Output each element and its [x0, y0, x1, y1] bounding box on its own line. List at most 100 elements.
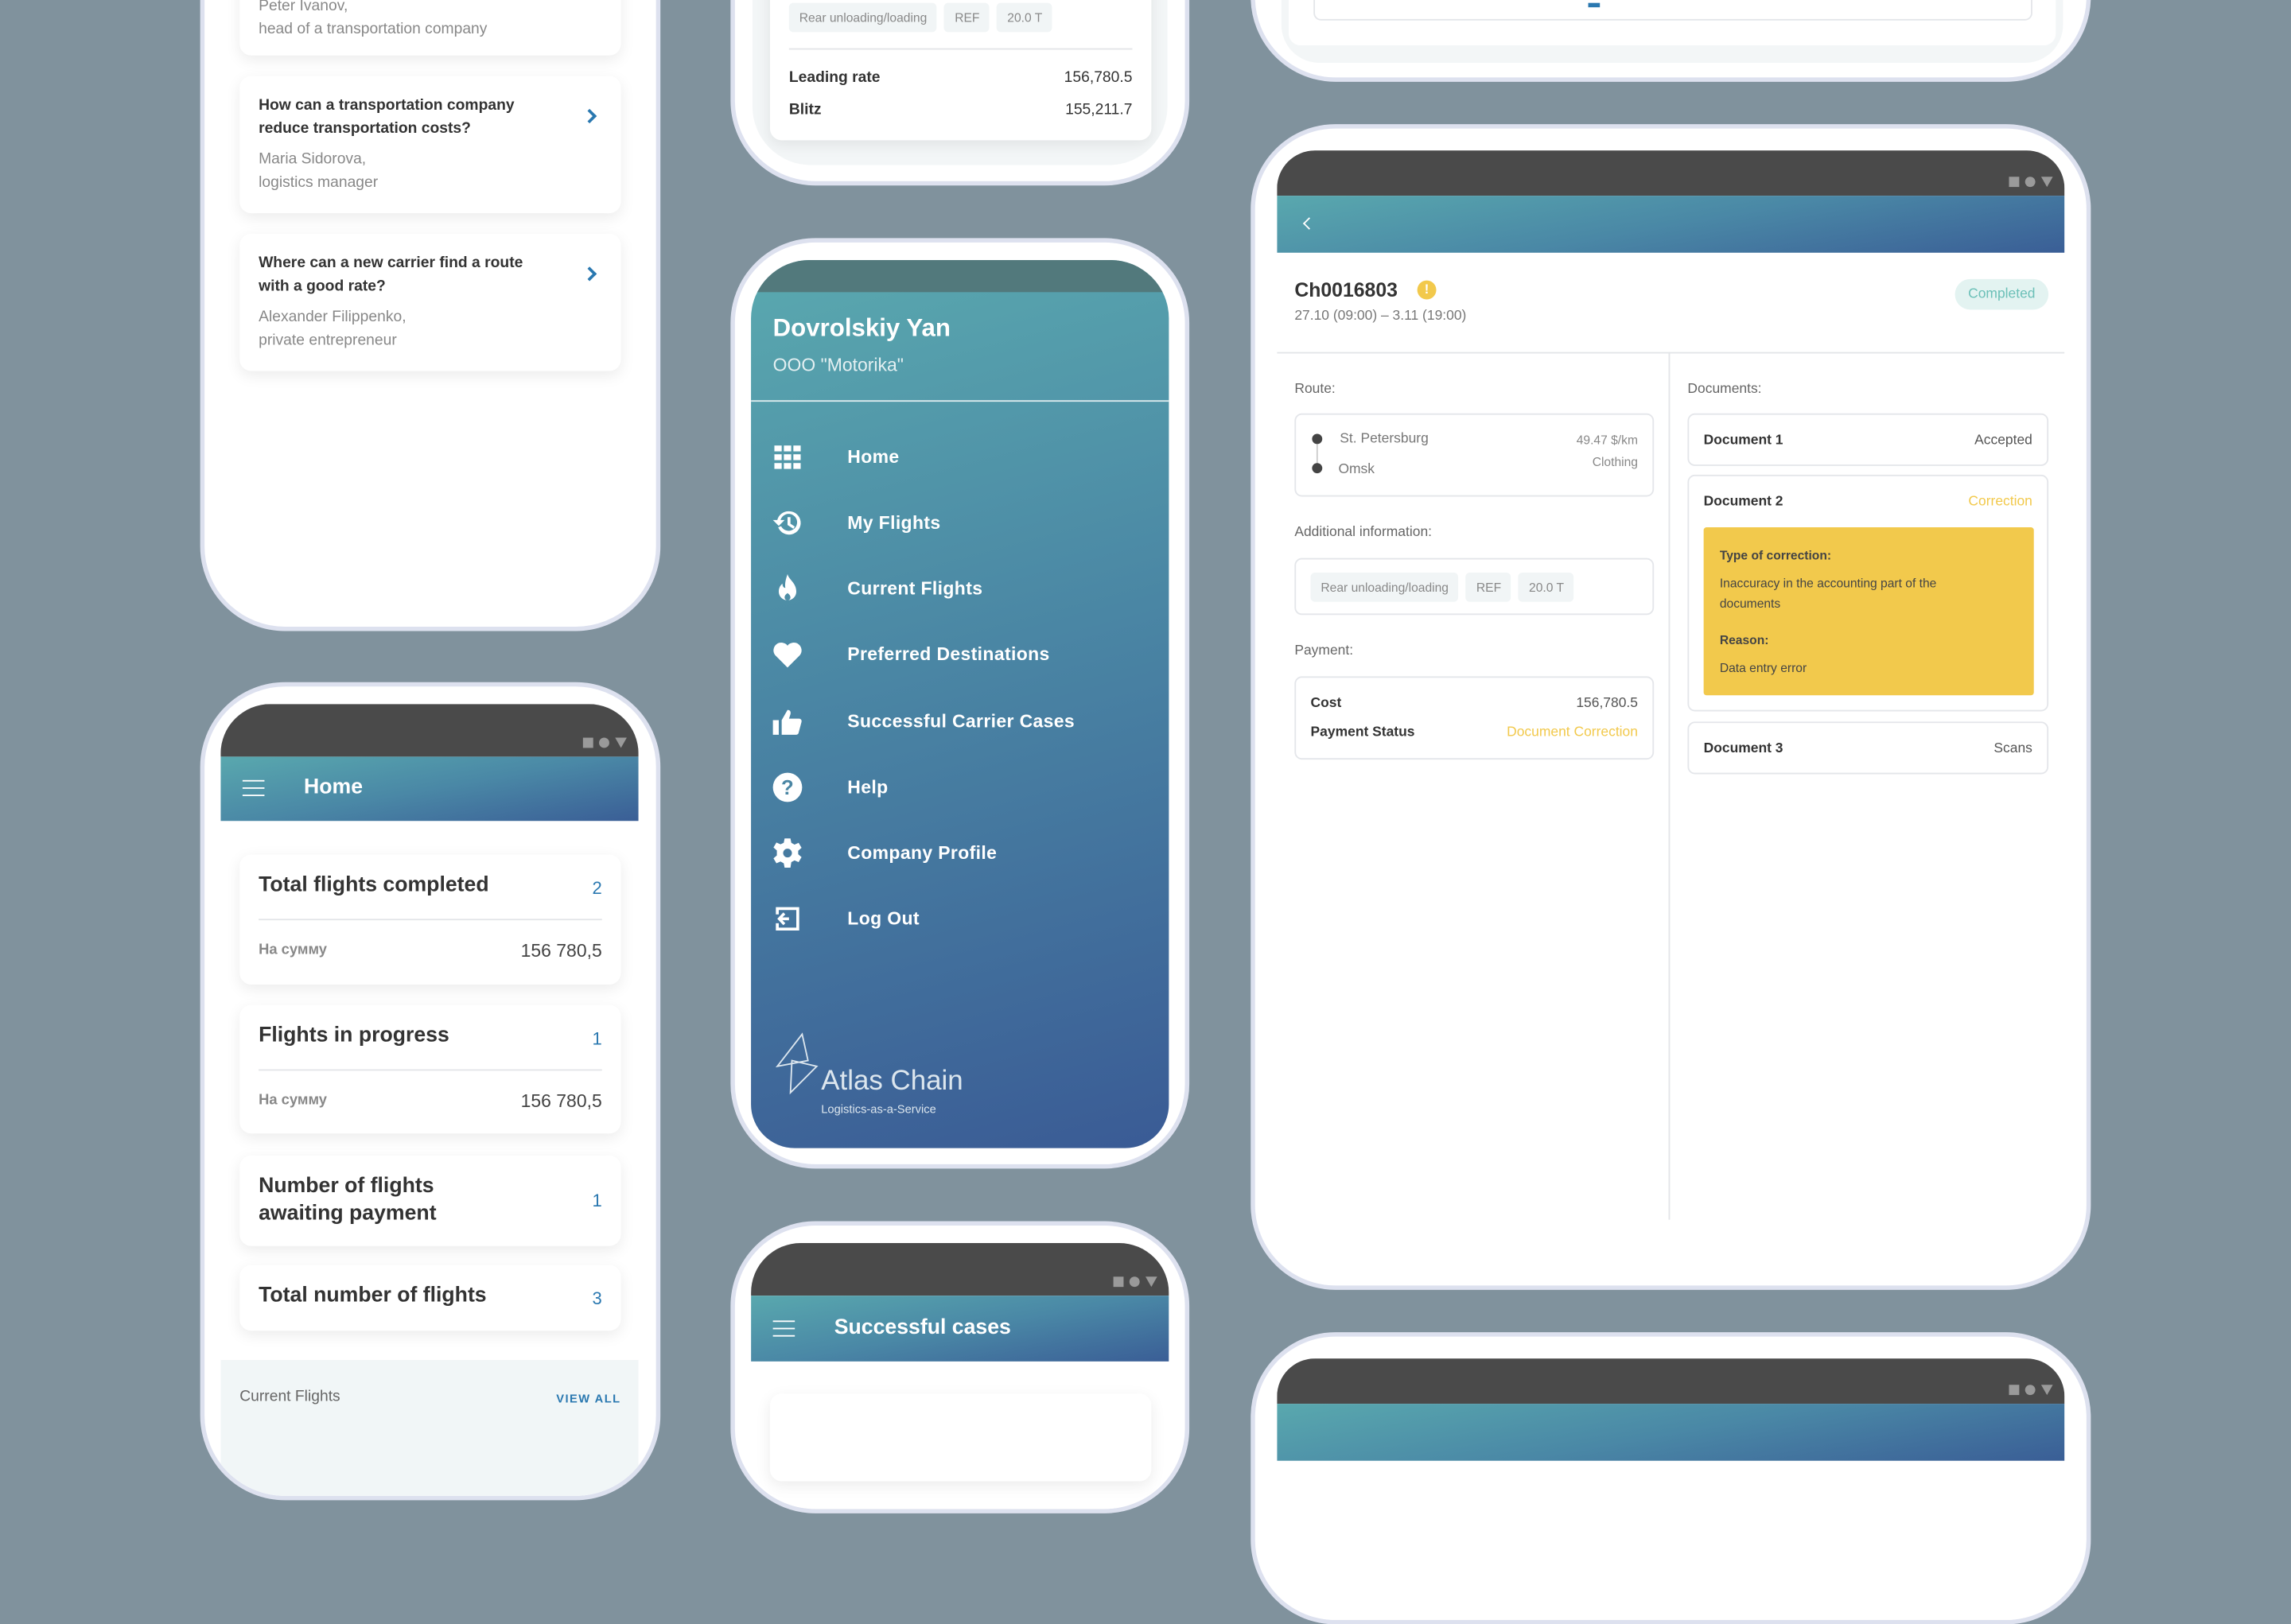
document-row[interactable]: Document 1 Accepted [1687, 413, 2049, 466]
mockup-canvas: Peter Ivanov, head of a transportation c… [200, 0, 2091, 1624]
correction-reason-value: Data entry error [1719, 660, 1807, 675]
hamburger-menu-icon[interactable] [242, 779, 265, 797]
stat-title: Total number of flights [259, 1284, 487, 1307]
logo-tagline: Logistics-as-a-Service [821, 1102, 936, 1117]
grid-icon [774, 445, 801, 469]
square-status-icon [2009, 177, 2020, 188]
divider [751, 400, 1169, 402]
document-name: Document 2 [1703, 493, 1783, 511]
faq-author: Alexander Filippenko, [259, 308, 406, 326]
document-name: Document 1 [1703, 432, 1783, 449]
payment-box: Cost 156,780.5 Payment Status Document C… [1294, 676, 1655, 760]
stat-card[interactable]: Total number of flights 3 [239, 1265, 621, 1331]
menu-item-home[interactable]: Home [772, 441, 900, 473]
rate-label: Blitz [788, 100, 822, 118]
app-bar: Successful cases [751, 1296, 1169, 1362]
menu-item-help[interactable]: ? Help [772, 771, 889, 803]
square-status-icon [582, 737, 593, 748]
chevron-right-icon [582, 108, 597, 124]
additional-info-label: Additional information: [1294, 524, 1432, 541]
document-row[interactable]: Document 2 Correction Type of correction… [1687, 474, 2049, 712]
menu-item-current-flights[interactable]: Current Flights [772, 573, 983, 604]
faq-role: private entrepreneur [259, 331, 397, 349]
input-field[interactable] [1313, 0, 2032, 21]
route-cargo: Clothing [1592, 454, 1638, 469]
status-bar [1277, 1358, 2065, 1404]
document-row[interactable]: Document 3 Scans [1687, 721, 2049, 775]
rates-card: Rear unloading/loading REF 20.0 T Leading … [769, 0, 1152, 141]
user-name: Dovrolskiy Yan [772, 313, 951, 342]
menu-label: Help [847, 777, 889, 798]
page-title: Successful cases [834, 1315, 1011, 1340]
payment-status-label: Payment Status [1310, 725, 1415, 741]
triangle-status-icon [1145, 1276, 1157, 1288]
document-status: Scans [1993, 740, 2032, 757]
faq-author: Peter Ivanov, [259, 0, 348, 15]
stat-count: 2 [592, 877, 602, 899]
correction-reason-label: Reason: [1719, 632, 1769, 647]
rate-label: Leading rate [788, 68, 881, 87]
faq-card[interactable]: How can a transportation company reduce … [239, 76, 621, 214]
tag: Rear unloading/loading [1310, 572, 1459, 602]
tag: 20.0 T [1519, 572, 1574, 602]
menu-label: Home [847, 447, 900, 468]
tag: REF [944, 2, 990, 33]
case-card[interactable] [769, 1393, 1152, 1482]
atlas-chain-logo-icon [775, 1032, 819, 1095]
heart-icon [773, 642, 802, 668]
triangle-status-icon [2040, 177, 2053, 188]
menu-item-my-flights[interactable]: My Flights [772, 507, 941, 538]
circle-status-icon [1129, 1276, 1140, 1288]
tag: Rear unloading/loading [788, 2, 938, 33]
divider [259, 1069, 602, 1071]
phone-flight-detail: Ch0016803 ! 27.10 (09:00) – 3.11 (19:00)… [1251, 124, 2091, 1290]
faq-card[interactable]: Where can a new carrier find a route wit… [239, 233, 621, 371]
fire-icon [778, 573, 797, 600]
faq-question: Where can a new carrier find a route wit… [259, 254, 523, 296]
triangle-status-icon [615, 737, 627, 748]
stat-card[interactable]: Number of flights awaiting payment 1 [239, 1155, 621, 1246]
stat-card[interactable]: Flights in progress 1 На сумму 156 780,5 [239, 1004, 621, 1134]
circle-status-icon [599, 737, 609, 748]
stat-count: 1 [592, 1190, 602, 1211]
menu-item-log-out[interactable]: Log Out [772, 903, 920, 934]
rate-row: Leading rate 156,780.5 [789, 68, 1133, 86]
phone-faq: Peter Ivanov, head of a transportation c… [200, 0, 661, 631]
help-icon: ? [772, 772, 803, 802]
menu-item-company-profile[interactable]: Company Profile [772, 837, 997, 868]
faq-question: How can a transportation company reduce … [259, 96, 515, 138]
page-title: Home [304, 775, 364, 799]
rate-value: 156,780.5 [1064, 68, 1133, 87]
menu-item-preferred-destinations[interactable]: Preferred Destinations [772, 639, 1050, 670]
circle-status-icon [2025, 1385, 2036, 1396]
stat-sub-value: 156 780,5 [520, 940, 602, 962]
company-name: OOO "Motorika" [772, 355, 904, 376]
payment-label: Payment: [1294, 643, 1354, 659]
origin-dot-icon [1312, 433, 1323, 445]
back-arrow-icon[interactable] [1302, 217, 1316, 230]
hamburger-menu-icon[interactable] [772, 1320, 795, 1337]
stat-count: 1 [592, 1028, 602, 1049]
correction-panel: Type of correction: Inaccuracy in the ac… [1703, 527, 2034, 696]
square-status-icon [1113, 1276, 1124, 1288]
view-all-link[interactable]: VIEW ALL [556, 1392, 621, 1405]
circle-status-icon [2025, 177, 2036, 188]
stat-card[interactable]: Total flights completed 2 На сумму 156 7… [239, 854, 621, 985]
menu-label: Company Profile [847, 842, 998, 864]
route-box: St. Petersburg Omsk 49.47 $/km Clothing [1294, 413, 1655, 497]
faq-role: head of a transportation company [259, 20, 488, 38]
menu-item-successful-carrier-cases[interactable]: Successful Carrier Cases [772, 705, 1075, 737]
document-status: Accepted [1974, 432, 2032, 449]
app-bar [1277, 196, 2065, 253]
logout-icon [776, 907, 799, 930]
route-label: Route: [1294, 381, 1336, 398]
faq-card[interactable]: Peter Ivanov, head of a transportation c… [239, 0, 621, 56]
phone-rates: Rear unloading/loading REF 20.0 T Leading … [730, 0, 1190, 186]
menu-label: Successful Carrier Cases [847, 711, 1075, 732]
cursor [1588, 2, 1601, 8]
status-bar [1277, 150, 2065, 196]
cost-label: Cost [1310, 695, 1342, 712]
phone-menu: Dovrolskiy Yan OOO "Motorika" Home My Fl… [730, 238, 1190, 1169]
rate-row: Blitz 155,211.7 [789, 101, 1133, 118]
app-bar [1277, 1404, 2065, 1461]
